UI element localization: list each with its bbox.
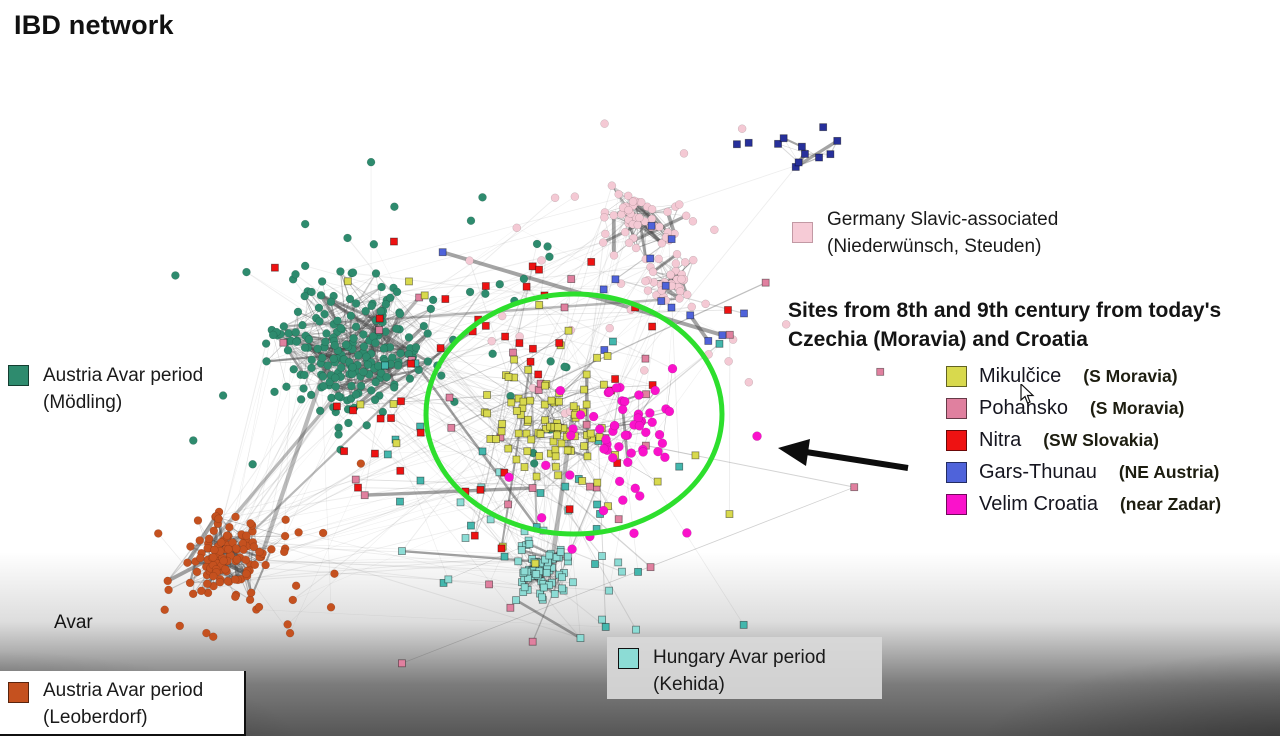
sites-heading-line2: Czechia (Moravia) and Croatia — [788, 328, 1088, 351]
legend-item-mikulcice: Mikulčice (S Moravia) — [946, 360, 1221, 392]
legend-item-velim: Velim Croatia (near Zadar) — [946, 488, 1221, 520]
modling-label-line2: (Mödling) — [43, 392, 123, 413]
modling-color-swatch — [8, 365, 29, 386]
pohansko-region: (S Moravia) — [1089, 397, 1185, 418]
mikulcice-color-swatch — [946, 365, 967, 387]
nitra-region: (SW Slovakia) — [1043, 429, 1159, 450]
mikulcice-label: Mikulčice — [979, 364, 1062, 387]
nitra-label: Nitra — [979, 428, 1022, 451]
legend-kehida: Hungary Avar period (Kehida) — [607, 637, 882, 699]
pohansko-color-swatch — [946, 397, 967, 419]
germany-color-swatch — [792, 222, 813, 243]
site-legend: Mikulčice (S Moravia) Pohansko (S Moravi… — [946, 360, 1221, 520]
germany-label-line1: Germany Slavic-associated — [827, 209, 1059, 230]
sites-heading: Sites from 8th and 9th century from toda… — [788, 296, 1280, 354]
sites-heading-line1: Sites from 8th and 9th century from toda… — [788, 299, 1222, 322]
avar-label: Avar — [54, 612, 93, 633]
modling-label-line1: Austria Avar period — [43, 365, 204, 386]
leoberdorf-color-swatch — [8, 682, 29, 703]
velim-label: Velim Croatia — [979, 492, 1098, 515]
mikulcice-region: (S Moravia) — [1083, 365, 1178, 386]
gars-thunau-region: (NE Austria) — [1118, 461, 1220, 482]
nitra-color-swatch — [946, 429, 967, 451]
germany-label-line2: (Niederwünsch, Steuden) — [827, 236, 1042, 257]
gars-thunau-label: Gars-Thunau — [979, 460, 1097, 483]
pohansko-label: Pohansko — [979, 396, 1068, 419]
kehida-label-line2: (Kehida) — [653, 674, 725, 695]
page-title: IBD network — [14, 10, 174, 40]
leoberdorf-label-line1: Austria Avar period — [43, 680, 204, 701]
velim-region: (near Zadar) — [1119, 493, 1222, 514]
mouse-cursor-icon — [1020, 382, 1036, 406]
gars-thunau-color-swatch — [946, 461, 967, 483]
velim-color-swatch — [946, 493, 967, 515]
leoberdorf-label-line2: (Leoberdorf) — [43, 707, 148, 728]
kehida-label-line1: Hungary Avar period — [653, 647, 826, 668]
legend-modling: Austria Avar period (Mödling) — [8, 362, 203, 416]
legend-item-pohansko: Pohansko (S Moravia) — [946, 392, 1221, 424]
legend-germany-slavic: Germany Slavic-associated (Niederwünsch,… — [792, 206, 1058, 260]
legend-item-nitra: Nitra (SW Slovakia) — [946, 424, 1221, 456]
legend-item-gars-thunau: Gars-Thunau (NE Austria) — [946, 456, 1221, 488]
legend-leoberdorf: Austria Avar period (Leoberdorf) — [0, 671, 246, 736]
kehida-color-swatch — [618, 648, 639, 669]
